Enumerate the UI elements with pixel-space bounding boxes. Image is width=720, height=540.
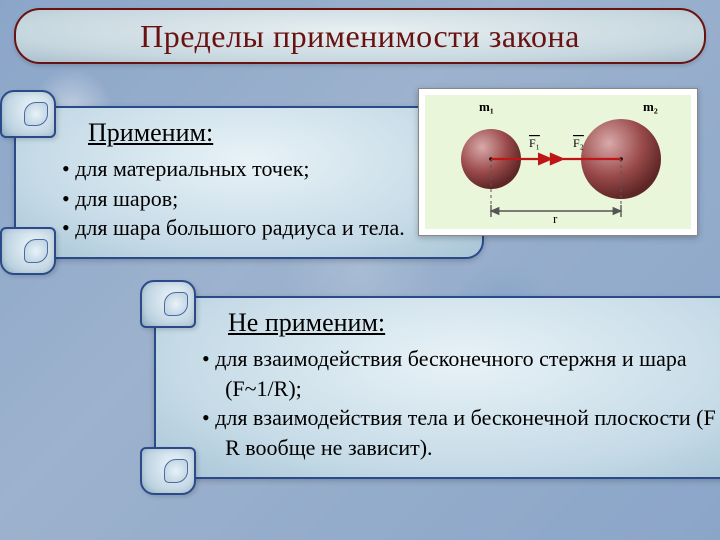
list-item: для материальных точек; xyxy=(62,154,454,184)
panel-applicable-list: для материальных точек; для шаров; для ш… xyxy=(62,154,454,243)
label-f1: F₁ xyxy=(529,136,540,150)
diagram-canvas: m₁ m₂ F₁ F₂ r xyxy=(425,95,691,229)
label-m2: m₂ xyxy=(643,99,658,114)
scroll-curl-icon xyxy=(140,447,196,495)
physics-diagram: m₁ m₂ F₁ F₂ r xyxy=(418,88,698,236)
label-f2: F₂ xyxy=(573,136,584,150)
slide-title: Пределы применимости закона xyxy=(14,8,706,64)
panel-applicable: Применим: для материальных точек; для ша… xyxy=(14,106,484,259)
panel-not-applicable-heading: Не применим: xyxy=(228,308,720,338)
list-item: для взаимодействия бесконечного стержня … xyxy=(202,344,720,403)
label-m1: m₁ xyxy=(479,99,494,114)
panel-applicable-heading: Применим: xyxy=(88,118,454,148)
slide-title-text: Пределы применимости закона xyxy=(140,18,580,55)
diagram-svg: m₁ m₂ F₁ F₂ r xyxy=(425,95,691,229)
list-item: для шаров; xyxy=(62,184,454,214)
scroll-curl-icon xyxy=(140,280,196,328)
panel-not-applicable-list: для взаимодействия бесконечного стержня … xyxy=(202,344,720,463)
scroll-curl-icon xyxy=(0,227,56,275)
label-r: r xyxy=(553,211,558,226)
scroll-curl-icon xyxy=(0,90,56,138)
list-item: для шара большого радиуса и тела. xyxy=(62,213,454,243)
panel-not-applicable: Не применим: для взаимодействия бесконеч… xyxy=(154,296,720,479)
list-item: для взаимодействия тела и бесконечной пл… xyxy=(202,403,720,462)
